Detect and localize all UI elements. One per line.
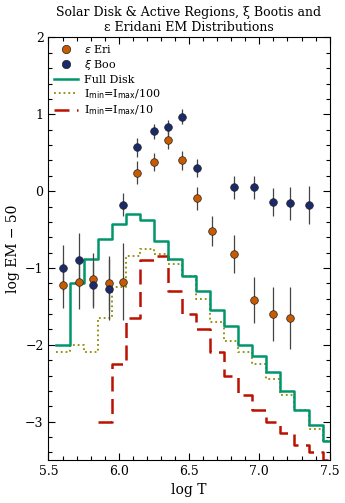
- X-axis label: log T: log T: [171, 483, 207, 497]
- Legend: $\epsilon$ Eri, $\xi$ Boo, Full Disk, I$_{\rm min}$=I$_{\rm max}$/100, I$_{\rm m: $\epsilon$ Eri, $\xi$ Boo, Full Disk, I$…: [52, 41, 163, 120]
- Y-axis label: log EM − 50: log EM − 50: [6, 205, 20, 293]
- Title: Solar Disk & Active Regions, ξ Bootis and
ε Eridani EM Distributions: Solar Disk & Active Regions, ξ Bootis an…: [57, 6, 322, 34]
